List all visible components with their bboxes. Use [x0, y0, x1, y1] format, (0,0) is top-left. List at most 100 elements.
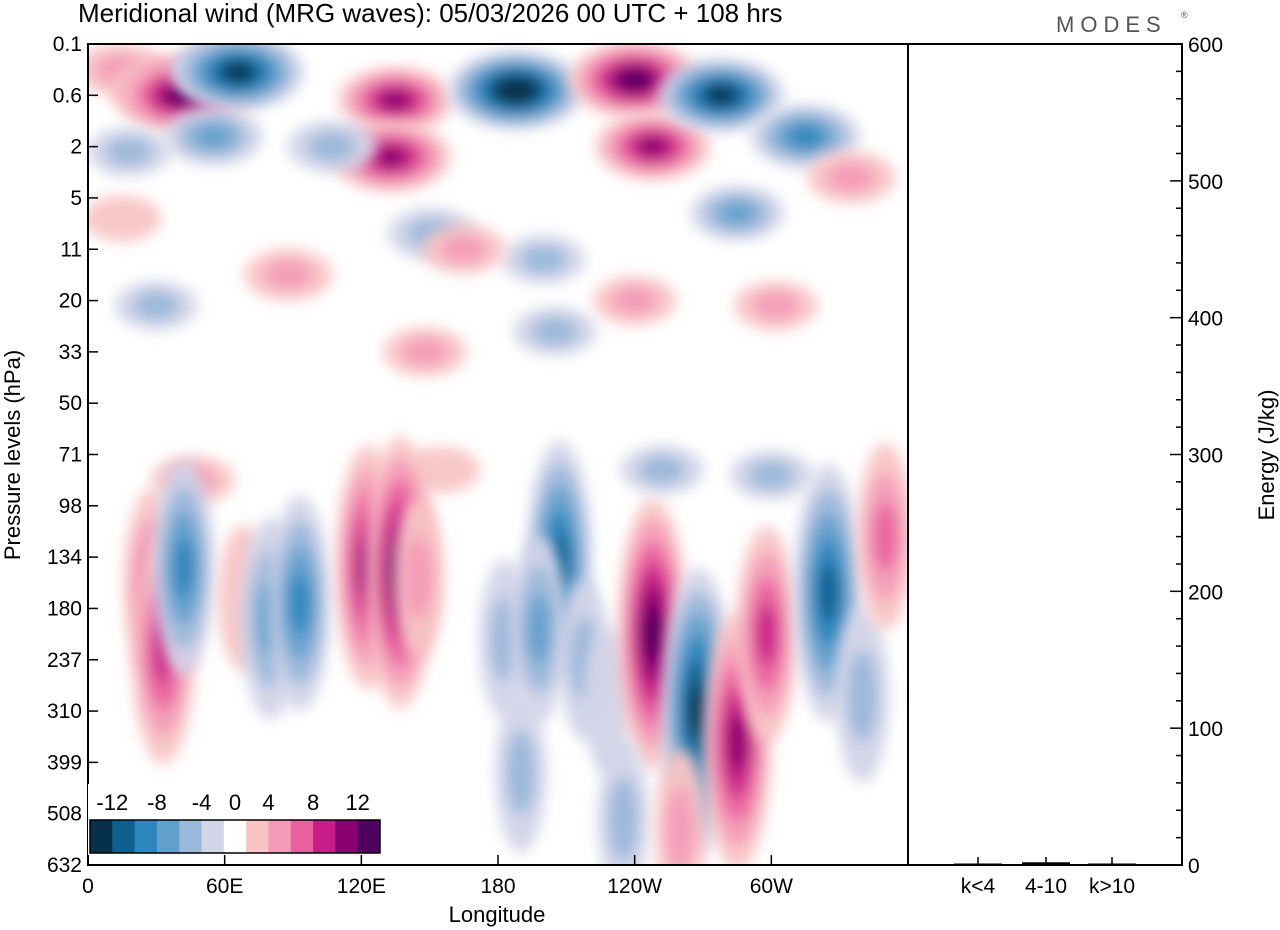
energy-tick-label: 500 — [1188, 171, 1223, 194]
colorbar-label: -4 — [192, 790, 212, 815]
wind-anomaly-contour — [707, 85, 735, 105]
colorbar-label: 8 — [307, 790, 319, 815]
energy-axis-label: Energy (J/kg) — [1254, 390, 1279, 521]
wind-anomaly-contour — [826, 162, 876, 193]
colorbar-frame — [89, 819, 381, 854]
x-tick-label: 180 — [480, 875, 515, 898]
wind-anomaly-contour — [608, 776, 639, 861]
wind-anomaly-contour — [638, 136, 668, 157]
wind-anomaly-13 — [658, 58, 784, 132]
y-tick-label: 0.1 — [53, 33, 82, 56]
chart-title: Meridional wind (MRG waves): 05/03/2026 … — [78, 0, 783, 28]
wind-anomaly-54 — [654, 749, 706, 865]
y-tick-label: 71 — [59, 444, 82, 467]
energy-tick-label: 400 — [1188, 308, 1223, 331]
colorbar-label: 0 — [229, 790, 241, 815]
wind-anomaly-23 — [734, 281, 818, 331]
wind-anomaly-contour — [106, 137, 152, 167]
y-tick-label: 0.6 — [53, 84, 82, 107]
colorbar-label: -12 — [96, 790, 128, 815]
longitude-axis: 0 60E 120E 180 120W 60W — [82, 855, 793, 898]
wind-anomaly-51 — [857, 442, 908, 631]
colorbar-label: 4 — [262, 790, 274, 815]
energy-tick-label: 100 — [1188, 718, 1223, 741]
y-tick-label: 5 — [70, 187, 82, 210]
wind-anomaly-contour — [847, 650, 878, 742]
y-tick-label: 33 — [59, 341, 82, 364]
wind-anomaly-9 — [287, 120, 377, 173]
wind-anomaly-17 — [88, 195, 162, 242]
energy-category-label: k>10 — [1089, 875, 1135, 898]
wind-anomaly-contour — [194, 124, 233, 149]
y-tick-label: 11 — [60, 238, 82, 261]
wind-anomaly-53 — [597, 738, 649, 865]
y-tick-label: 50 — [59, 392, 82, 415]
colorbar-swatch — [179, 820, 203, 853]
wind-anomaly-contour — [818, 564, 839, 622]
wind-anomaly-contour — [402, 337, 448, 367]
wind-anomaly-contour — [264, 259, 313, 290]
y-axis-label: Pressure levels (hPa) — [0, 350, 25, 560]
wind-anomaly-20 — [244, 248, 333, 301]
colorbar-swatch — [357, 820, 381, 853]
wind-anomaly-22 — [592, 276, 677, 326]
brand-logo: MODES — [1056, 12, 1167, 37]
colorbar-swatch — [112, 820, 136, 853]
wind-anomaly-contour — [748, 460, 795, 490]
wind-anomaly-contour — [375, 146, 407, 168]
energy-tick-label: 0 — [1188, 855, 1200, 878]
colorbar-swatch — [156, 820, 180, 853]
wind-anomaly-52 — [495, 692, 547, 853]
energy-tick-label: 200 — [1188, 581, 1223, 604]
wind-anomaly-contour — [403, 535, 434, 620]
energy-tick-label: 300 — [1188, 445, 1223, 468]
colorbar-swatch — [134, 820, 158, 853]
wind-anomaly-7 — [338, 66, 453, 134]
energy-category-label: k<4 — [961, 875, 996, 898]
wind-anomaly-contour — [503, 81, 530, 100]
energy-category-label: 4-10 — [1025, 875, 1067, 898]
wind-anomaly-contour — [224, 62, 253, 82]
wind-anomaly-4 — [173, 44, 304, 111]
y-tick-label: 399 — [47, 751, 82, 774]
y-tick-label: 98 — [59, 495, 82, 518]
wind-anomaly-12 — [595, 113, 711, 181]
wind-anomaly-contour — [440, 235, 487, 264]
wind-anomaly-contour — [506, 730, 536, 815]
wind-anomaly-contour — [620, 70, 649, 90]
wind-anomaly-19 — [501, 235, 586, 284]
wind-anomaly-contour — [611, 286, 658, 315]
y-tick-label: 632 — [47, 854, 82, 877]
colorbar: -12 -8 -4 0 4 8 12 — [88, 784, 382, 855]
wind-anomaly-26 — [513, 306, 597, 356]
wind-anomaly-29 — [620, 445, 704, 495]
energy-panel: 0 100 200 300 400 500 600 k<4 4-10 k>10 — [907, 34, 1223, 898]
wind-anomaly-30 — [729, 450, 814, 500]
wind-anomaly-33 — [153, 459, 215, 676]
x-tick-label: 0 — [82, 875, 94, 898]
wind-anomaly-contour — [718, 201, 756, 226]
wind-anomaly-15 — [806, 151, 896, 204]
wind-anomaly-24 — [114, 281, 199, 331]
wind-anomaly-contour — [532, 317, 578, 346]
wind-anomaly-contour — [88, 195, 162, 242]
wind-anomaly-5 — [163, 107, 263, 166]
y-tick-label: 237 — [47, 649, 82, 672]
energy-panel-frame — [907, 43, 1183, 866]
wind-anomaly-50 — [835, 608, 890, 783]
y-tick-label: 134 — [47, 546, 82, 569]
energy-bar — [1088, 863, 1136, 865]
wind-anomaly-contour — [639, 455, 685, 485]
wind-anomaly-39 — [392, 497, 444, 658]
colorbar-label: -8 — [147, 790, 167, 815]
wind-anomaly-21 — [422, 224, 506, 274]
y-tick-label: 508 — [47, 803, 82, 826]
wind-anomaly-contour — [873, 502, 898, 571]
wind-anomaly-contour — [289, 573, 311, 634]
wind-anomaly-contour — [689, 683, 708, 739]
wind-anomaly-contour — [380, 90, 411, 111]
wind-anomaly-16 — [690, 185, 785, 241]
colorbar-swatch — [268, 820, 292, 853]
pressure-axis: 0.1 0.6 2 5 11 20 33 50 71 98 134 180 237 310 399 508 63… — [47, 33, 98, 877]
